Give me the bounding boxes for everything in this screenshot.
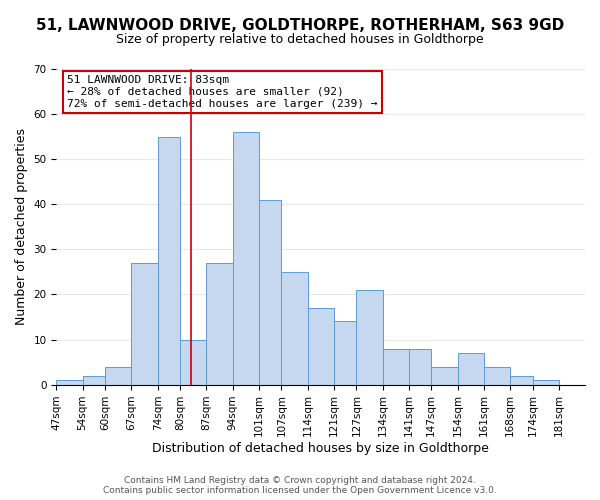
Bar: [484, 366, 510, 384]
Bar: [308, 308, 334, 384]
Bar: [105, 366, 131, 384]
Bar: [233, 132, 259, 384]
Bar: [281, 272, 308, 384]
Text: 51, LAWNWOOD DRIVE, GOLDTHORPE, ROTHERHAM, S63 9GD: 51, LAWNWOOD DRIVE, GOLDTHORPE, ROTHERHA…: [36, 18, 564, 32]
X-axis label: Distribution of detached houses by size in Goldthorpe: Distribution of detached houses by size …: [152, 442, 489, 455]
Bar: [356, 290, 383, 384]
Bar: [510, 376, 533, 384]
Text: Size of property relative to detached houses in Goldthorpe: Size of property relative to detached ho…: [116, 32, 484, 46]
Y-axis label: Number of detached properties: Number of detached properties: [15, 128, 28, 326]
Bar: [206, 263, 233, 384]
Bar: [458, 353, 484, 384]
Bar: [259, 200, 281, 384]
Bar: [409, 348, 431, 384]
Bar: [383, 348, 409, 384]
Text: 51 LAWNWOOD DRIVE: 83sqm
← 28% of detached houses are smaller (92)
72% of semi-d: 51 LAWNWOOD DRIVE: 83sqm ← 28% of detach…: [67, 76, 377, 108]
Bar: [180, 340, 206, 384]
Bar: [334, 322, 356, 384]
Bar: [131, 263, 158, 384]
Bar: [431, 366, 458, 384]
Bar: [56, 380, 83, 384]
Bar: [533, 380, 559, 384]
Text: Contains HM Land Registry data © Crown copyright and database right 2024.
Contai: Contains HM Land Registry data © Crown c…: [103, 476, 497, 495]
Bar: [83, 376, 105, 384]
Bar: [158, 136, 180, 384]
